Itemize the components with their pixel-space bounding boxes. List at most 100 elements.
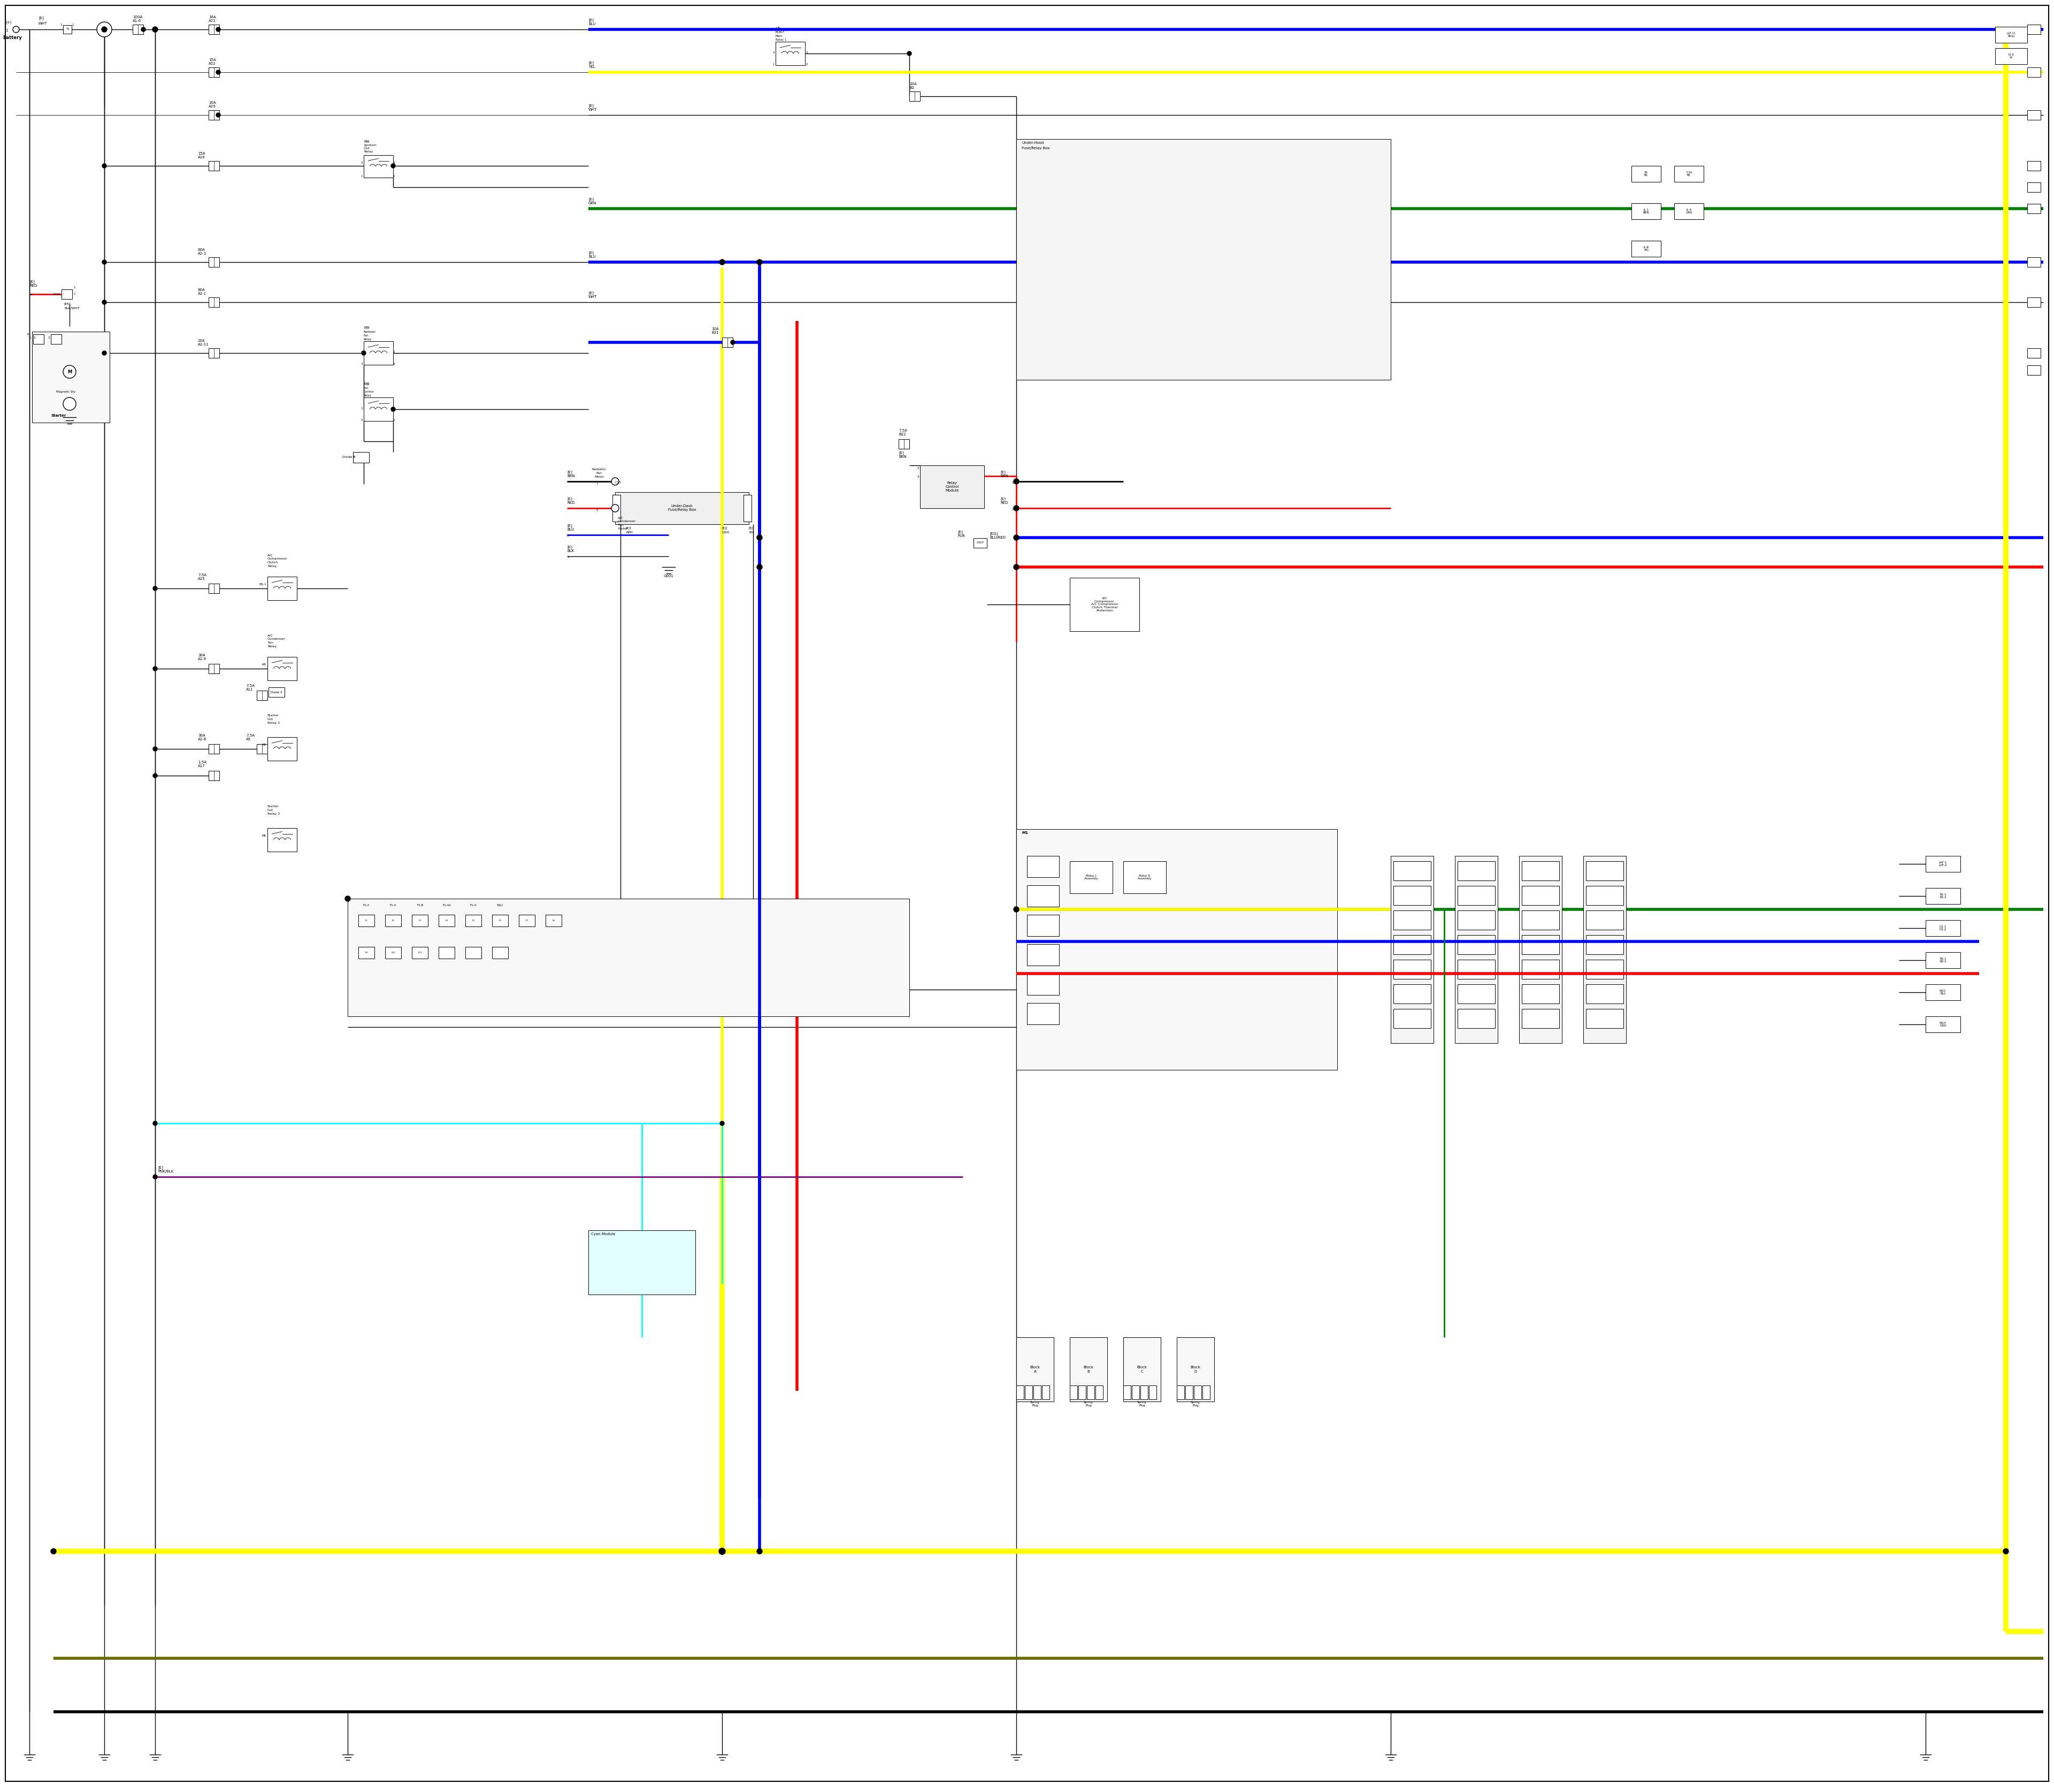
Text: 7.5A: 7.5A: [900, 428, 908, 432]
Bar: [210, 258, 220, 267]
Text: BPH: BPH: [626, 530, 633, 534]
Text: [E]: [E]: [567, 470, 573, 473]
Bar: [1193, 1385, 1202, 1400]
Text: Relay: Relay: [267, 564, 277, 568]
Circle shape: [152, 1122, 158, 1125]
Bar: [1070, 577, 1140, 631]
Text: 10A: 10A: [910, 82, 916, 86]
Text: RED: RED: [567, 502, 575, 504]
Circle shape: [1013, 536, 1019, 539]
Bar: [587, 1231, 696, 1294]
Text: IL-4
GRN: IL-4 GRN: [1686, 208, 1692, 215]
Text: A2-1: A2-1: [197, 292, 207, 296]
Text: Fan: Fan: [596, 471, 602, 475]
Text: Coil: Coil: [364, 147, 370, 151]
Circle shape: [103, 299, 107, 305]
Text: M4: M4: [364, 140, 370, 143]
Circle shape: [908, 52, 912, 56]
Bar: [440, 914, 454, 926]
Bar: [1586, 1009, 1623, 1029]
Text: [E]: [E]: [587, 104, 594, 108]
Bar: [1393, 862, 1432, 880]
Bar: [466, 914, 481, 926]
Text: BLU: BLU: [567, 529, 575, 530]
Text: Fan: Fan: [267, 642, 273, 643]
Circle shape: [216, 113, 220, 116]
Text: A2-8: A2-8: [197, 738, 207, 740]
Text: Relay: Relay: [364, 151, 374, 152]
Bar: [1458, 910, 1495, 930]
Text: Motor L
Assembly: Motor L Assembly: [1085, 874, 1099, 880]
Circle shape: [612, 478, 618, 486]
Text: F2-9
AC: F2-9 AC: [2009, 54, 2015, 59]
Bar: [1522, 984, 1559, 1004]
Circle shape: [152, 774, 158, 778]
Text: Spring
Plug: Spring Plug: [1191, 1401, 1200, 1407]
Bar: [357, 914, 374, 926]
Bar: [267, 828, 298, 851]
Text: [E]: [E]: [587, 61, 594, 65]
Bar: [1078, 1385, 1087, 1400]
Bar: [2027, 109, 2040, 120]
Bar: [1522, 935, 1559, 955]
Text: [EJ]: [EJ]: [626, 527, 631, 530]
Bar: [364, 156, 392, 177]
Text: 16A: 16A: [210, 16, 216, 18]
Text: 15A: 15A: [197, 152, 205, 156]
Bar: [1522, 910, 1559, 930]
Circle shape: [216, 70, 220, 73]
Text: Battery: Battery: [2, 36, 23, 39]
Bar: [1586, 885, 1623, 905]
Bar: [1148, 1385, 1156, 1400]
Text: WHT: WHT: [39, 22, 47, 25]
Bar: [1027, 944, 1060, 966]
Text: F5: F5: [472, 919, 474, 921]
Circle shape: [103, 163, 107, 168]
Text: LAF-1
LAF-2: LAF-1 LAF-2: [1939, 860, 1947, 867]
Text: M6: M6: [263, 835, 267, 837]
Bar: [1994, 48, 2027, 65]
Circle shape: [390, 407, 394, 412]
Bar: [364, 340, 392, 366]
Circle shape: [1013, 505, 1019, 511]
Text: Control: Control: [364, 391, 374, 392]
Text: Relay: Relay: [364, 339, 372, 340]
Text: Starter: Starter: [51, 414, 66, 418]
Text: A29: A29: [210, 106, 216, 108]
Text: W11
BLU: W11 BLU: [1939, 989, 1947, 995]
Circle shape: [103, 351, 107, 355]
Text: F1-2: F1-2: [364, 903, 370, 907]
Bar: [546, 914, 561, 926]
Text: [E]: [E]: [587, 251, 594, 254]
Text: PGM-F: PGM-F: [776, 30, 785, 34]
Text: Relay 1: Relay 1: [267, 722, 279, 724]
Text: PNK/BLK: PNK/BLK: [158, 1170, 173, 1174]
Bar: [1522, 862, 1559, 880]
Bar: [267, 737, 298, 760]
Bar: [2027, 68, 2040, 77]
Text: [E]: [E]: [158, 1167, 162, 1170]
Text: Spring
Plug: Spring Plug: [1085, 1401, 1093, 1407]
Text: ORH: ORH: [723, 530, 729, 534]
Text: BRN: BRN: [567, 475, 575, 478]
Bar: [1586, 935, 1623, 955]
Text: Fan: Fan: [618, 523, 624, 527]
Text: [E]: [E]: [957, 530, 963, 534]
Text: A/C: A/C: [267, 554, 273, 556]
Bar: [1458, 935, 1495, 955]
Circle shape: [721, 1122, 725, 1125]
Text: Cut: Cut: [267, 808, 273, 812]
Bar: [210, 297, 220, 306]
Text: [E]: [E]: [900, 452, 904, 455]
Bar: [1017, 830, 1337, 1070]
Bar: [1027, 973, 1060, 995]
Text: L5: L5: [776, 27, 781, 30]
Circle shape: [1013, 564, 1019, 570]
Text: 10A: 10A: [711, 328, 719, 330]
Bar: [1631, 240, 1662, 256]
Circle shape: [1013, 478, 1019, 484]
Text: Motor R
Assembly: Motor R Assembly: [1138, 874, 1152, 880]
Text: A2-3: A2-3: [197, 253, 207, 254]
Text: Cut: Cut: [267, 719, 273, 720]
Text: C407: C407: [976, 541, 984, 545]
